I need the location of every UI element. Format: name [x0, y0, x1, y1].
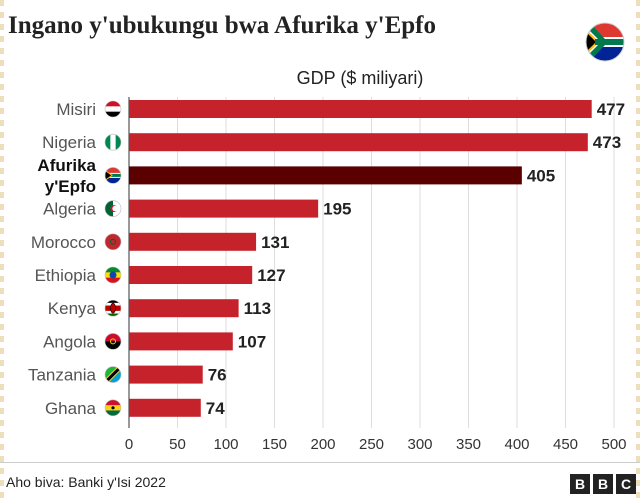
value-label: 76 [208, 366, 227, 385]
bar [129, 199, 319, 218]
ghana-flag-icon [104, 399, 122, 417]
ethiopia-flag-icon [104, 266, 122, 284]
category-label: Algeria [43, 200, 96, 219]
value-label: 113 [244, 299, 271, 318]
egypt-flag-icon [104, 100, 122, 118]
value-label: 107 [238, 332, 266, 351]
bar [129, 299, 239, 318]
category-label: Afurika y'Epfo [37, 156, 96, 196]
value-label: 477 [597, 100, 625, 119]
bar-chart: GDP ($ miliyari) 0 50 100 150 200 250 300 350 400… [28, 68, 627, 453]
angola-flag-icon [104, 333, 122, 350]
category-label: Morocco [31, 233, 96, 252]
tanzania-flag-icon [104, 366, 122, 383]
decorative-border-left [0, 0, 4, 500]
kenya-flag-icon [104, 299, 122, 317]
bar [129, 398, 201, 417]
value-label: 74 [206, 399, 225, 418]
bar [129, 133, 588, 152]
x-tick-label: 0 [125, 436, 133, 453]
category-label: Ethiopia [35, 266, 97, 285]
category-label: Misiri [56, 100, 96, 119]
value-label: 131 [261, 233, 289, 252]
value-label: 195 [323, 200, 351, 219]
bar [129, 332, 233, 351]
x-tick-label: 50 [169, 436, 186, 453]
decorative-border-right [636, 0, 640, 500]
category-label: Nigeria [42, 133, 96, 152]
x-tick-label: 500 [601, 436, 626, 453]
bar [129, 100, 592, 118]
x-tick-label: 350 [456, 436, 481, 453]
value-label: 127 [257, 266, 285, 285]
x-tick-label: 400 [504, 436, 529, 453]
footer-divider [0, 462, 640, 463]
chart-title: Ingano y'ubukungu bwa Afurika y'Epfo [8, 12, 436, 39]
x-tick-label: 150 [262, 436, 287, 453]
nigeria-flag-icon [104, 133, 122, 151]
source-note: Aho biva: Banki y'Isi 2022 [6, 474, 166, 490]
x-tick-label: 200 [310, 436, 335, 453]
x-tick-label: 250 [359, 436, 384, 453]
x-tick-label: 100 [213, 436, 238, 453]
morocco-flag-icon [104, 233, 122, 251]
category-label: Angola [43, 332, 96, 351]
x-tick-label: 450 [553, 436, 578, 453]
category-label: Ghana [45, 399, 97, 418]
bar [129, 365, 203, 384]
logo-letter: B [570, 474, 590, 494]
bar [129, 166, 522, 185]
category-label: Kenya [48, 299, 97, 318]
x-tick-label: 300 [407, 436, 432, 453]
category-label: Tanzania [28, 366, 97, 385]
bar [129, 266, 253, 284]
south-africa-flag-icon [104, 167, 122, 184]
value-label: 405 [527, 166, 555, 185]
axis-title: GDP ($ miliyari) [297, 68, 424, 88]
logo-letter: B [593, 474, 613, 494]
value-label: 473 [593, 133, 621, 152]
south-africa-flag-icon [585, 22, 625, 62]
bbc-logo: B B C [570, 474, 636, 494]
bar [129, 232, 257, 251]
logo-letter: C [616, 474, 636, 494]
algeria-flag-icon [104, 200, 122, 217]
